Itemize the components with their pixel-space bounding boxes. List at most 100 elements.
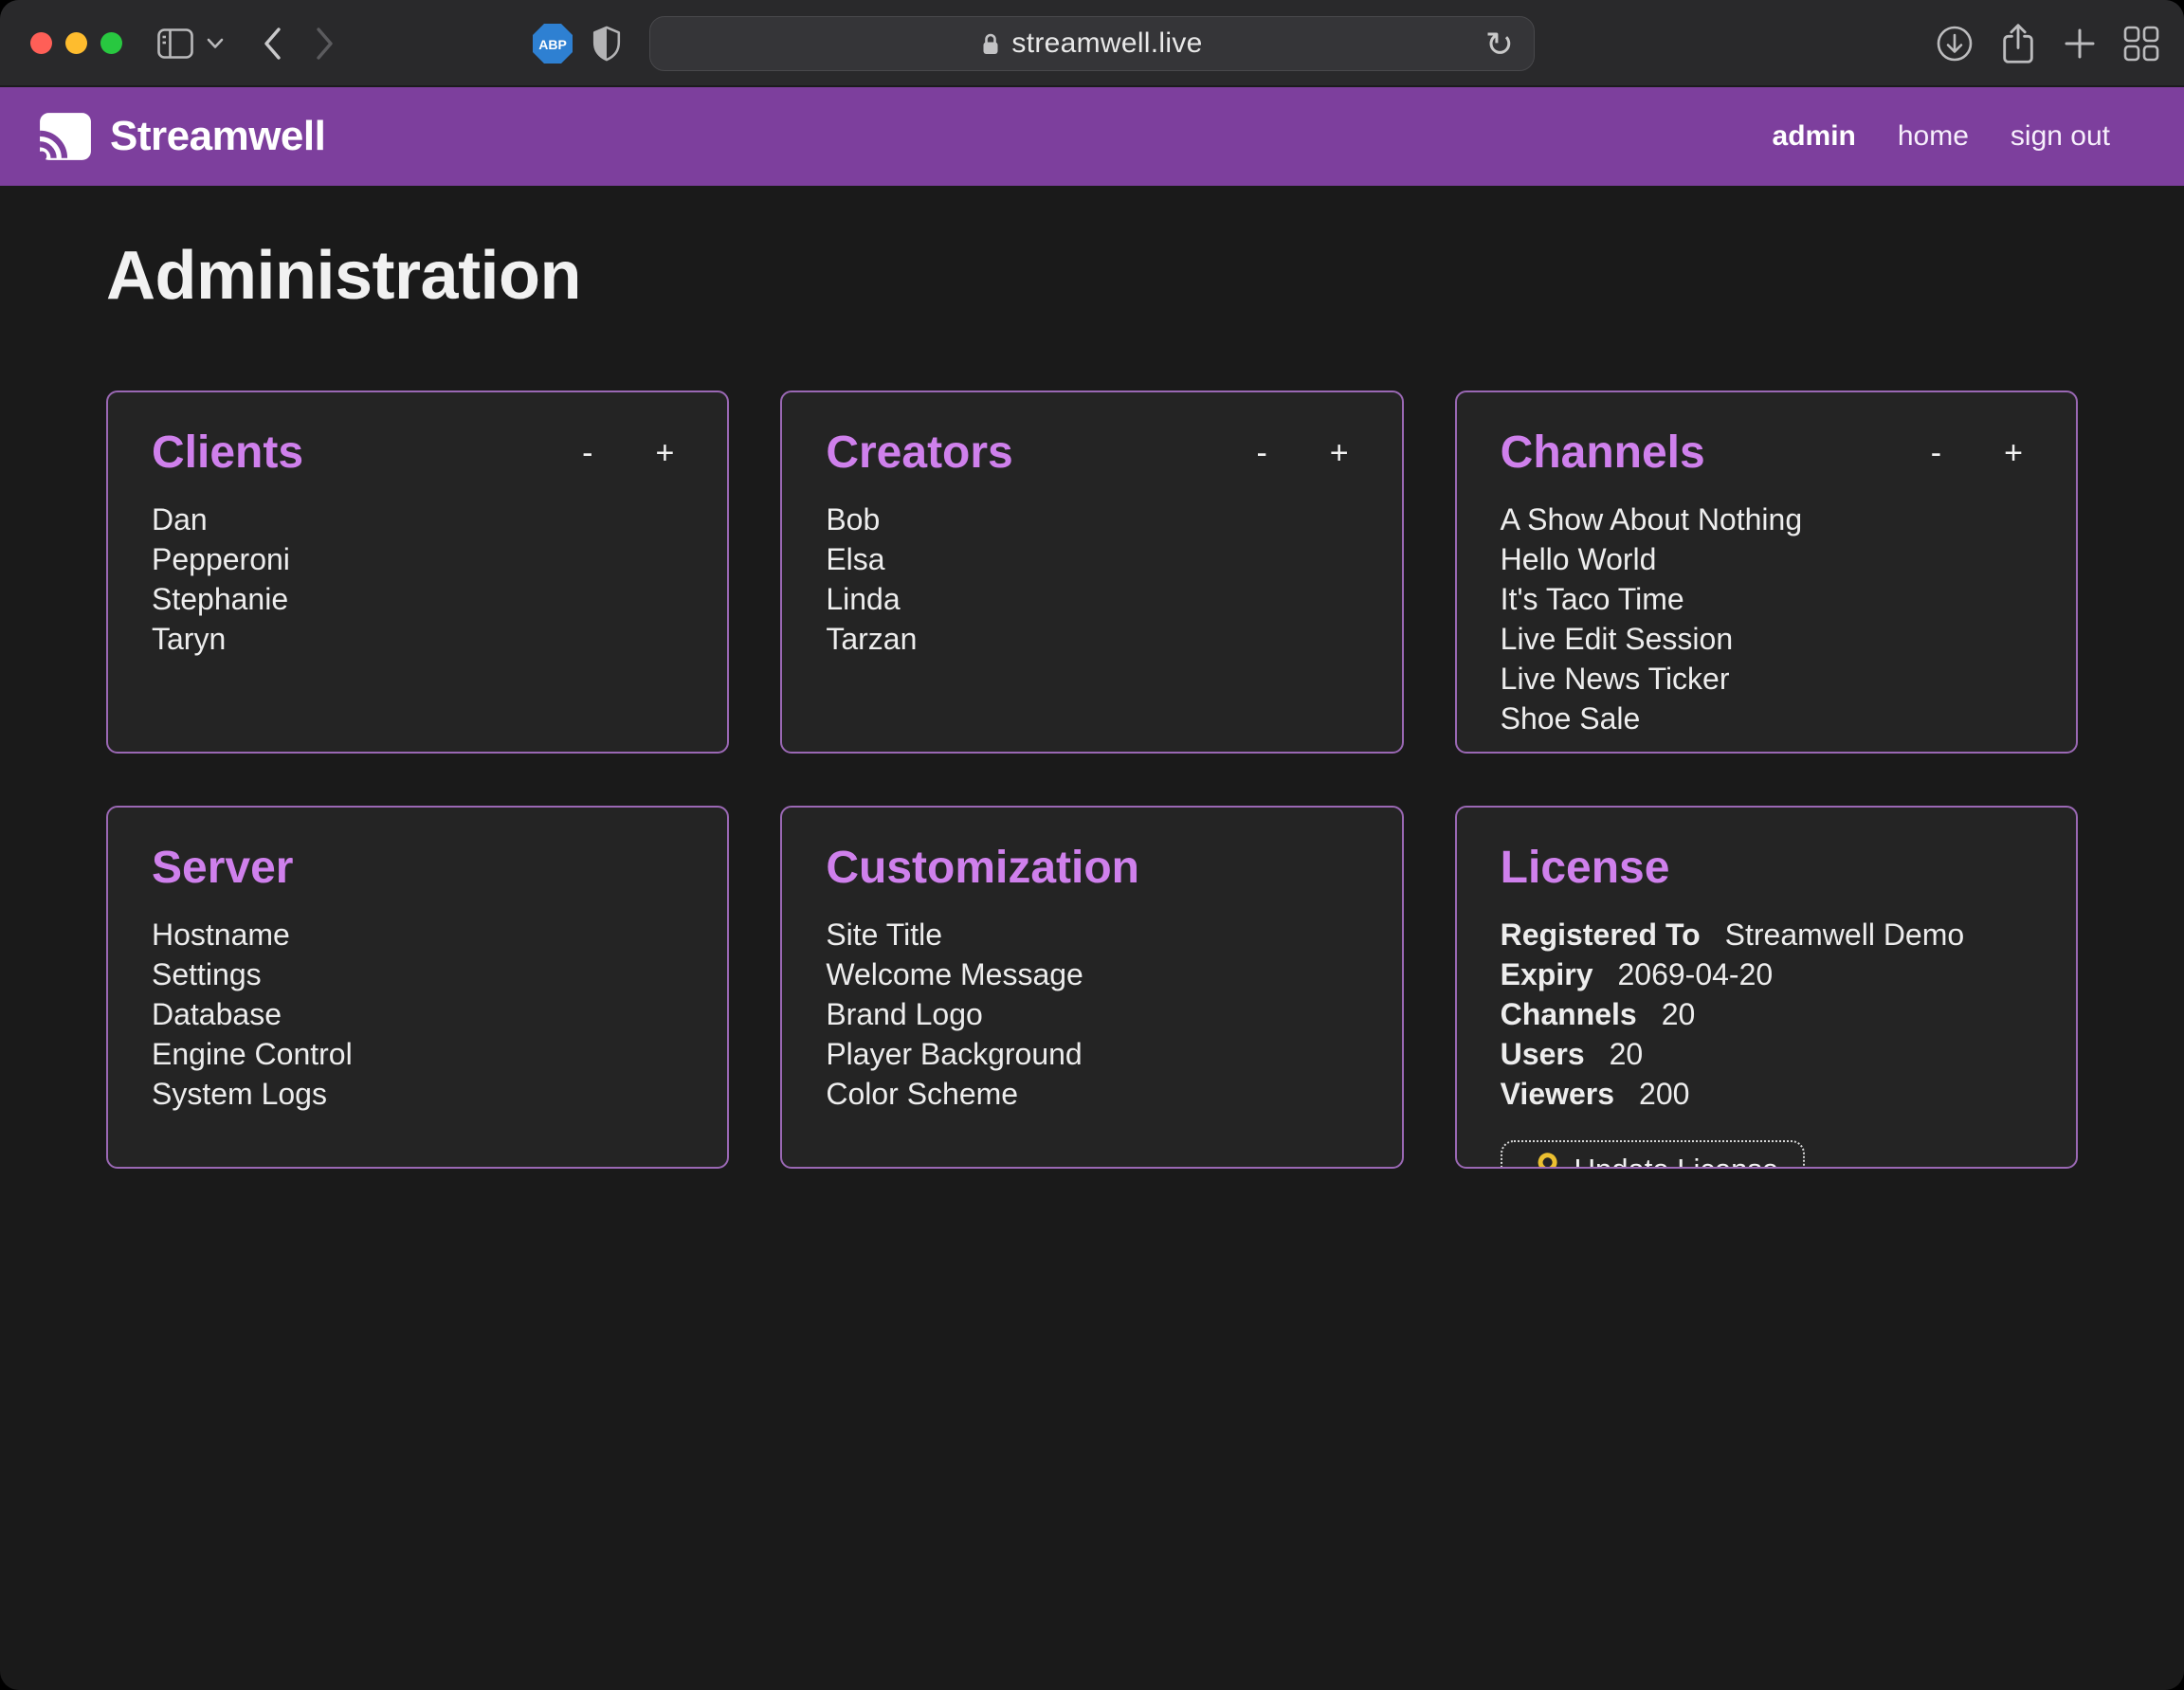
- admin-card-grid: Clients - + Dan Pepperoni Stephanie Tary…: [106, 391, 2078, 1169]
- card-customization: Customization Site Title Welcome Message…: [780, 806, 1404, 1169]
- customization-menu-item[interactable]: Site Title: [826, 918, 943, 953]
- back-button[interactable]: [262, 27, 282, 61]
- customization-menu-item[interactable]: Player Background: [826, 1037, 1083, 1072]
- zoom-window-button[interactable]: [100, 32, 122, 54]
- nav-link-admin[interactable]: admin: [1772, 120, 1856, 152]
- server-menu-item[interactable]: Hostname: [152, 918, 290, 953]
- plus-icon: [2065, 28, 2095, 59]
- update-license-label: Update License: [1574, 1153, 1778, 1167]
- window-controls: [30, 32, 122, 54]
- nav-link-signout[interactable]: sign out: [2010, 120, 2110, 152]
- update-license-button[interactable]: Update License: [1500, 1140, 1806, 1167]
- adblock-extension-button[interactable]: ABP: [531, 22, 574, 65]
- downloads-button[interactable]: [1936, 25, 1974, 63]
- client-list-item[interactable]: Stephanie: [152, 582, 289, 617]
- page-title: Administration: [106, 238, 582, 314]
- client-list-item[interactable]: Dan: [152, 502, 208, 537]
- card-server: Server Hostname Settings Database Engine…: [106, 806, 730, 1169]
- client-list-item[interactable]: Pepperoni: [152, 542, 290, 577]
- license-field-value: 20: [1609, 1037, 1644, 1072]
- license-field-label: Registered To: [1500, 918, 1701, 953]
- remove-client-button[interactable]: -: [573, 433, 602, 473]
- card-title-creators: Creators: [826, 427, 1013, 478]
- license-field-registered-to: Registered To Streamwell Demo: [1501, 915, 2032, 954]
- license-field-label: Expiry: [1500, 957, 1593, 992]
- app-navbar: Streamwell admin home sign out: [0, 87, 2184, 186]
- channel-list-item[interactable]: Live News Ticker: [1500, 662, 1730, 697]
- lock-icon: [983, 33, 998, 54]
- client-list-item[interactable]: Taryn: [152, 622, 227, 657]
- navbar-links: admin home sign out: [1773, 120, 2110, 153]
- license-field-viewers: Viewers 200: [1501, 1074, 2032, 1114]
- creator-list-item[interactable]: Linda: [826, 582, 901, 617]
- creator-list-item[interactable]: Elsa: [826, 542, 885, 577]
- share-button[interactable]: [2000, 23, 2036, 64]
- license-field-value: 2069-04-20: [1617, 957, 1774, 992]
- remove-channel-button[interactable]: -: [1921, 433, 1951, 473]
- brand-name: Streamwell: [110, 113, 326, 159]
- creator-list-item[interactable]: Tarzan: [826, 622, 918, 657]
- address-bar[interactable]: streamwell.live ↻: [649, 16, 1535, 71]
- license-field-value: 200: [1639, 1077, 1690, 1112]
- page-content: Administration Clients - + Dan Pepperoni…: [0, 237, 2184, 1169]
- card-creators: Creators - + Bob Elsa Linda Tarzan: [780, 391, 1404, 754]
- brand-link[interactable]: Streamwell: [38, 111, 326, 162]
- tab-overview-button[interactable]: [2123, 26, 2159, 62]
- creator-list-item[interactable]: Bob: [826, 502, 881, 537]
- back-arrow-icon: [264, 27, 281, 60]
- add-client-button[interactable]: +: [646, 433, 683, 473]
- license-field-value: 20: [1661, 997, 1696, 1032]
- channel-list-item[interactable]: Shoe Sale: [1500, 701, 1641, 736]
- share-icon: [2003, 24, 2033, 64]
- chevron-down-icon: [207, 38, 224, 48]
- customization-menu-item[interactable]: Welcome Message: [826, 957, 1083, 992]
- license-field-expiry: Expiry 2069-04-20: [1501, 954, 2032, 994]
- server-menu-item[interactable]: Settings: [152, 957, 262, 992]
- add-channel-button[interactable]: +: [1994, 433, 2032, 473]
- reload-button[interactable]: ↻: [1479, 24, 1520, 65]
- key-icon: [1538, 1153, 1557, 1167]
- sidebar-toggle-button[interactable]: [157, 28, 193, 59]
- new-tab-button[interactable]: [2063, 27, 2097, 61]
- card-title-clients: Clients: [152, 427, 304, 478]
- download-icon: [1937, 26, 1973, 62]
- card-license: License Registered To Streamwell Demo Exp…: [1454, 806, 2078, 1169]
- license-field-label: Channels: [1500, 997, 1637, 1032]
- server-menu-item[interactable]: Engine Control: [152, 1037, 353, 1072]
- card-title-customization: Customization: [826, 843, 1139, 893]
- browser-toolbar: ABP streamwell.live ↻: [0, 0, 2184, 87]
- card-title-server: Server: [152, 843, 294, 893]
- server-menu-item[interactable]: Database: [152, 997, 282, 1032]
- channel-list-item[interactable]: It's Taco Time: [1500, 582, 1684, 617]
- svg-text:ABP: ABP: [538, 37, 567, 52]
- cast-logo-icon: [38, 113, 91, 161]
- remove-creator-button[interactable]: -: [1247, 433, 1276, 473]
- card-channels: Channels - + A Show About Nothing Hello …: [1454, 391, 2078, 754]
- channel-list-item[interactable]: Hello World: [1500, 542, 1657, 577]
- channel-list-item[interactable]: A Show About Nothing: [1500, 502, 1803, 537]
- shield-extension-button[interactable]: [592, 25, 622, 63]
- card-title-license: License: [1500, 843, 1670, 893]
- customization-menu-item[interactable]: Color Scheme: [826, 1077, 1019, 1112]
- customization-menu-item[interactable]: Brand Logo: [826, 997, 983, 1032]
- url-text: streamwell.live: [1011, 27, 1203, 59]
- forward-button[interactable]: [315, 27, 336, 61]
- minimize-window-button[interactable]: [65, 32, 87, 54]
- sidebar-menu-chevron-button[interactable]: [207, 38, 224, 49]
- license-field-value: Streamwell Demo: [1724, 918, 1965, 953]
- license-field-users: Users 20: [1501, 1034, 2032, 1074]
- abp-extension-icon: ABP: [533, 24, 573, 64]
- nav-link-home[interactable]: home: [1897, 120, 1969, 152]
- forward-arrow-icon: [317, 27, 333, 60]
- tab-grid-icon: [2123, 26, 2159, 62]
- sidebar-icon: [157, 28, 193, 59]
- add-creator-button[interactable]: +: [1320, 433, 1358, 473]
- server-menu-item[interactable]: System Logs: [152, 1077, 327, 1112]
- license-field-channels: Channels 20: [1501, 994, 2032, 1034]
- close-window-button[interactable]: [30, 32, 52, 54]
- license-field-label: Viewers: [1500, 1077, 1615, 1112]
- reload-icon: ↻: [1484, 25, 1515, 64]
- channel-list-item[interactable]: Live Edit Session: [1500, 622, 1734, 657]
- license-field-label: Users: [1500, 1037, 1585, 1072]
